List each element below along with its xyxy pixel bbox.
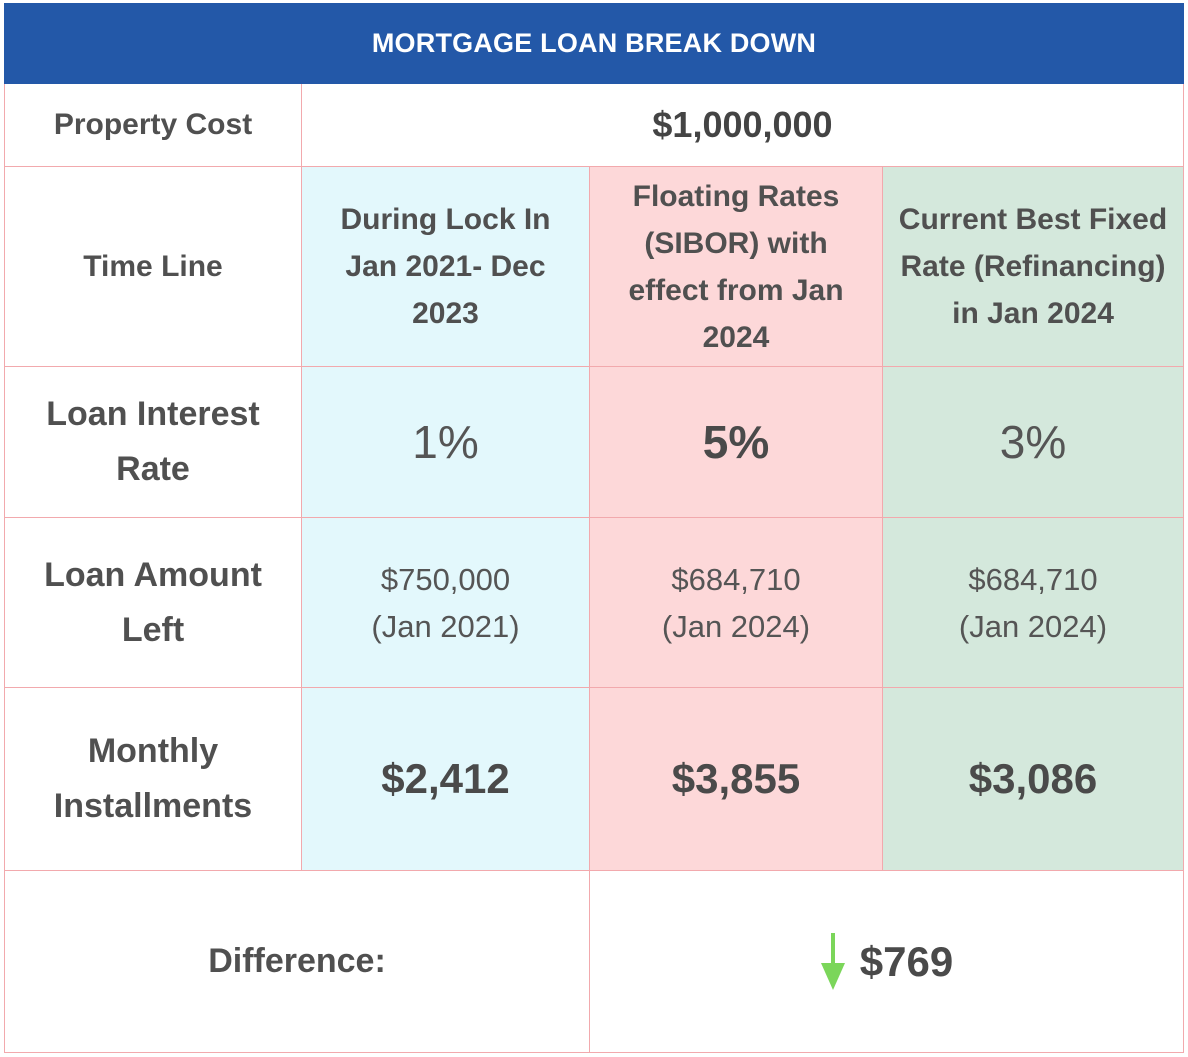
difference-value-group: $769 bbox=[820, 932, 954, 991]
loan-amount-floating: $684,710 (Jan 2024) bbox=[590, 518, 883, 688]
monthly-lock-in: $2,412 bbox=[302, 688, 590, 871]
monthly-installments-label: Monthly Installments bbox=[4, 688, 302, 871]
interest-rate-fixed: 3% bbox=[883, 367, 1184, 518]
loan-amount-floating-value: $684,710 bbox=[671, 561, 801, 597]
timeline-label: Time Line bbox=[4, 167, 302, 367]
difference-value: $769 bbox=[859, 937, 954, 985]
monthly-fixed: $3,086 bbox=[883, 688, 1184, 871]
loan-amount-lock-in-value: $750,000 bbox=[380, 561, 511, 597]
difference-label: Difference: bbox=[4, 871, 590, 1053]
loan-amount-fixed: $684,710 (Jan 2024) bbox=[883, 518, 1184, 688]
column-header-lock-in: During Lock In Jan 2021- Dec 2023 bbox=[302, 167, 590, 367]
arrow-down-icon bbox=[820, 932, 846, 991]
interest-rate-lock-in: 1% bbox=[302, 367, 590, 518]
loan-amount-floating-date: (Jan 2024) bbox=[661, 608, 811, 644]
interest-rate-floating: 5% bbox=[590, 367, 883, 518]
table-title: MORTGAGE LOAN BREAK DOWN bbox=[4, 3, 1184, 84]
property-cost-label: Property Cost bbox=[4, 84, 302, 167]
loan-amount-fixed-value: $684,710 bbox=[968, 561, 1098, 597]
loan-amount-label: Loan Amount Left bbox=[4, 518, 302, 688]
column-header-floating: Floating Rates (SIBOR) with effect from … bbox=[590, 167, 883, 367]
mortgage-table: MORTGAGE LOAN BREAK DOWN Property Cost $… bbox=[4, 3, 1184, 1053]
loan-amount-fixed-date: (Jan 2024) bbox=[958, 608, 1108, 644]
property-cost-value: $1,000,000 bbox=[302, 84, 1184, 167]
monthly-floating: $3,855 bbox=[590, 688, 883, 871]
interest-rate-label: Loan Interest Rate bbox=[4, 367, 302, 518]
column-header-fixed: Current Best Fixed Rate (Refinancing) in… bbox=[883, 167, 1184, 367]
loan-amount-lock-in: $750,000 (Jan 2021) bbox=[302, 518, 590, 688]
difference-cell: $769 bbox=[590, 871, 1184, 1053]
loan-amount-lock-in-date: (Jan 2021) bbox=[371, 608, 520, 644]
